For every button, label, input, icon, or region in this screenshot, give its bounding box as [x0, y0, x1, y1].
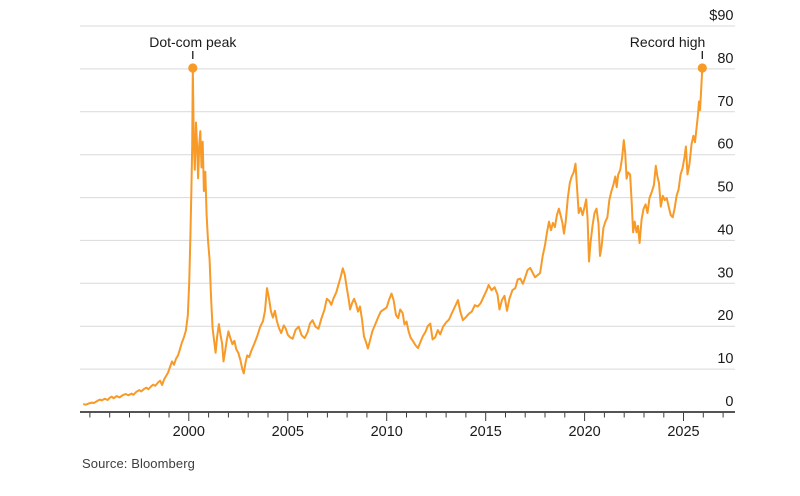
price-line [83, 67, 704, 406]
y-axis-label: 20 [717, 308, 733, 324]
y-axis-label: 80 [717, 51, 733, 67]
stock-price-line-chart: 0 10 20 30 40 50 60 70 80 $90 2000 2005 2010 2015 202… [80, 8, 735, 440]
peak-annotations: Dot-com peak Record high [149, 34, 707, 73]
x-axis: 2000 2005 2010 2015 2020 2025 [89, 412, 724, 440]
x-axis-label: 2010 [371, 424, 403, 440]
x-axis-label: 2020 [568, 424, 600, 440]
y-gridlines [80, 25, 735, 413]
x-axis-label: 2015 [470, 424, 502, 440]
source-credit: Source: Bloomberg [82, 456, 195, 471]
y-axis-label: 60 [717, 137, 733, 153]
x-axis-label: 2025 [667, 424, 699, 440]
peak-marker [697, 63, 707, 73]
y-axis-label: 40 [717, 222, 733, 238]
price-line-series [83, 67, 704, 406]
annotation-label: Dot-com peak [149, 34, 237, 50]
y-axis-label: 0 [725, 394, 733, 410]
x-axis-label: 2000 [173, 424, 205, 440]
peak-marker [188, 63, 198, 73]
y-axis-label: 30 [717, 265, 733, 281]
y-axis-label: 10 [717, 351, 733, 367]
y-axis-label: $90 [709, 8, 733, 24]
y-axis-label: 50 [717, 180, 733, 196]
y-axis-labels: 0 10 20 30 40 50 60 70 80 $90 [709, 8, 733, 410]
annotation-label: Record high [630, 34, 706, 50]
x-axis-label: 2005 [272, 424, 304, 440]
y-axis-label: 70 [717, 94, 733, 110]
